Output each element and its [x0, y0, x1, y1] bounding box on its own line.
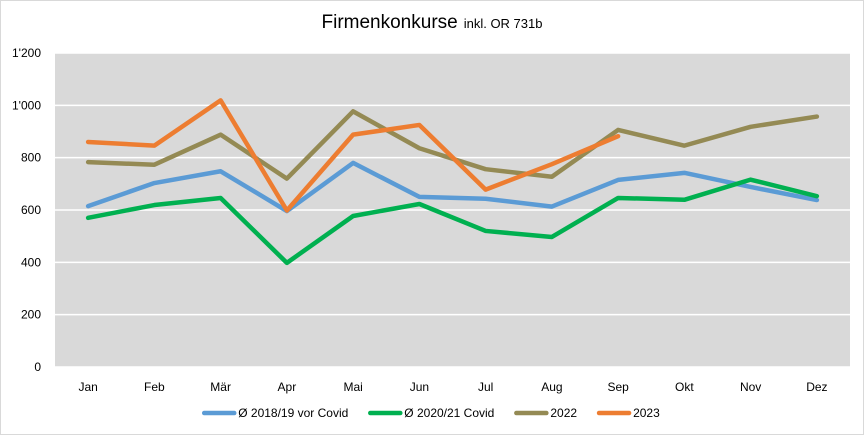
- x-tick-label: Jun: [410, 380, 429, 394]
- x-tick-label: Jul: [478, 380, 493, 394]
- series-line-3: [85, 98, 621, 213]
- series-line-1: [85, 177, 820, 266]
- legend-label: Ø 2018/19 vor Covid: [238, 406, 348, 420]
- legend-item: Ø 2020/21 Covid: [368, 406, 494, 420]
- chart-title-main: Firmenkonkurse: [322, 12, 458, 33]
- x-tick-label: Okt: [675, 380, 694, 394]
- y-tick-label: 1'000: [12, 98, 41, 112]
- x-tick-label: Jan: [78, 380, 97, 394]
- legend-label: Ø 2020/21 Covid: [404, 406, 494, 420]
- y-tick-label: 800: [21, 151, 41, 165]
- x-tick-label: Mai: [343, 380, 362, 394]
- x-tick-label: Dez: [806, 380, 827, 394]
- y-tick-label: 1'200: [12, 46, 41, 60]
- legend-label: 2023: [633, 406, 660, 420]
- x-tick-label: Nov: [740, 380, 761, 394]
- y-axis-ticks: 0 200 400 600 800 1'000 1'200: [12, 46, 41, 374]
- chart-title: Firmenkonkurse inkl. OR 731b: [322, 12, 543, 33]
- x-axis-ticks: Jan Feb Mär Apr Mai Jun Jul Aug Sep Okt Nov Dez: [78, 380, 827, 394]
- chart-subtitle: inkl. OR 731b: [464, 16, 543, 31]
- legend-item: 2023: [596, 406, 660, 420]
- y-tick-label: 600: [21, 203, 41, 217]
- legend-label: 2022: [550, 406, 577, 420]
- legend: Ø 2018/19 vor Covid Ø 2020/21 Covid 2022 20…: [201, 406, 660, 420]
- gridlines: [55, 52, 850, 368]
- x-tick-label: Aug: [541, 380, 562, 394]
- y-tick-label: 400: [21, 255, 41, 269]
- legend-item: 2022: [514, 406, 577, 420]
- y-tick-label: 0: [34, 360, 41, 374]
- x-tick-label: Apr: [278, 380, 297, 394]
- series-lines: [85, 98, 820, 266]
- x-tick-label: Feb: [144, 380, 165, 394]
- legend-item: Ø 2018/19 vor Covid: [201, 406, 348, 420]
- x-tick-label: Mär: [210, 380, 231, 394]
- x-tick-label: Sep: [607, 380, 629, 394]
- y-tick-label: 200: [21, 308, 41, 322]
- series-line-0: [85, 160, 820, 214]
